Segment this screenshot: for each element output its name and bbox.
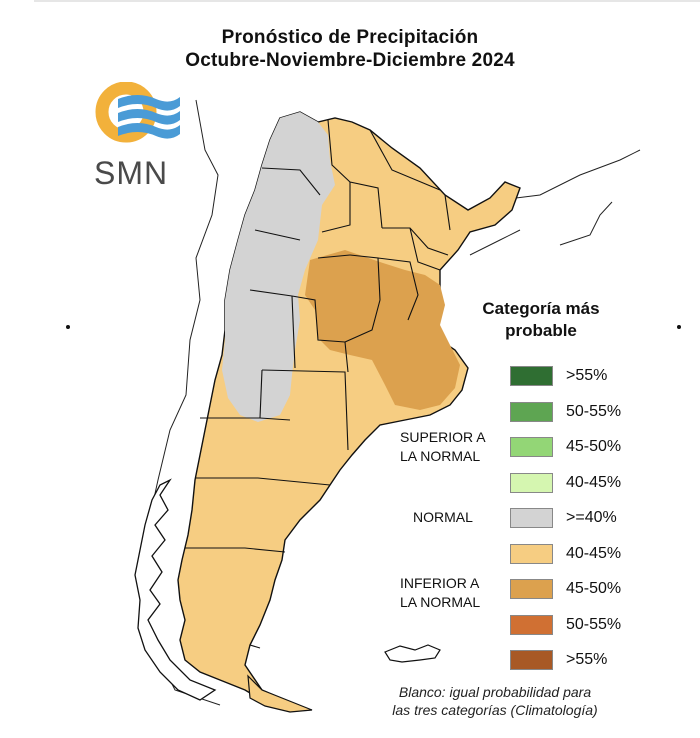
legend-note-line-1: Blanco: igual probabilidad para xyxy=(398,684,592,700)
legend-group-superior-line-1: SUPERIOR A xyxy=(400,429,486,445)
legend-swatch xyxy=(510,508,553,528)
legend-group-superior-line-2: LA NORMAL xyxy=(400,448,481,464)
legend-swatch xyxy=(510,366,553,386)
title-line-2: Octubre-Noviembre-Diciembre 2024 xyxy=(185,50,515,71)
map-title: Pronóstico de Precipitación Octubre-Novi… xyxy=(0,26,700,72)
province-borders xyxy=(185,119,451,649)
legend-swatch xyxy=(510,544,553,564)
chile-fjords xyxy=(134,478,217,701)
legend-label: 45-50% xyxy=(566,438,622,455)
legend-label: 45-50% xyxy=(566,580,622,597)
top-divider xyxy=(34,0,700,2)
region-below-normal-45-50 xyxy=(305,250,460,410)
region-malvinas xyxy=(384,644,441,663)
legend-title-line-2: probable xyxy=(505,321,577,340)
legend-note-line-2: las tres categorías (Climatología) xyxy=(392,702,598,718)
legend-label: 40-45% xyxy=(566,474,622,491)
legend-label: >=40% xyxy=(566,509,617,526)
marker-dot-left xyxy=(66,325,70,329)
marker-dot-right xyxy=(677,325,681,329)
legend-group-inferior-line-2: LA NORMAL xyxy=(400,594,481,610)
legend-swatch xyxy=(510,402,553,422)
legend-title: Categoría más probable xyxy=(476,298,606,342)
legend-label: >55% xyxy=(566,651,608,668)
legend-swatch xyxy=(510,615,553,635)
legend-title-line-1: Categoría más xyxy=(482,299,600,318)
legend-group-superior: SUPERIOR A LA NORMAL xyxy=(400,428,486,466)
legend-swatch xyxy=(510,473,553,493)
legend-label: 50-55% xyxy=(566,403,622,420)
legend-label: >55% xyxy=(566,367,608,384)
legend-group-inferior: INFERIOR A LA NORMAL xyxy=(400,574,480,612)
region-below-normal-40-45 xyxy=(177,111,521,711)
legend-swatch xyxy=(510,650,553,670)
title-line-1: Pronóstico de Precipitación xyxy=(221,27,479,48)
smn-logo xyxy=(95,82,180,143)
region-normal xyxy=(222,112,335,422)
legend-group-inferior-line-1: INFERIOR A xyxy=(400,575,480,591)
smn-logo-text: SMN xyxy=(94,155,169,191)
region-tierra-del-fuego xyxy=(247,674,313,713)
legend-label: 50-55% xyxy=(566,616,622,633)
legend-swatch xyxy=(510,437,553,457)
legend-swatch xyxy=(510,579,553,599)
legend-group-normal: NORMAL xyxy=(413,509,473,525)
logo-bands xyxy=(118,95,180,139)
legend-label: 40-45% xyxy=(566,545,622,562)
legend-note: Blanco: igual probabilidad para las tres… xyxy=(360,683,630,719)
